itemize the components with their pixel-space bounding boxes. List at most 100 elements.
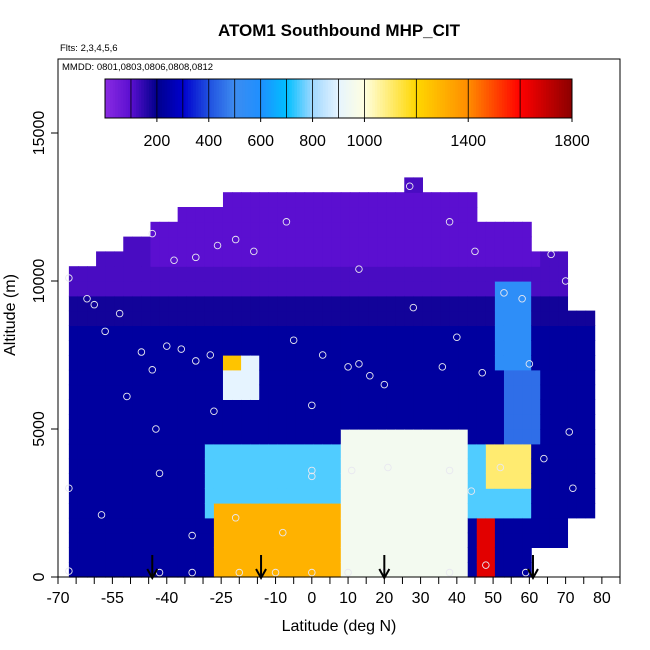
heatmap-cell (404, 443, 414, 460)
heatmap-cell (232, 207, 242, 223)
heatmap-cell (295, 310, 306, 326)
heatmap-cell (413, 221, 423, 238)
heatmap-cell (123, 414, 133, 430)
heatmap-cell (558, 399, 569, 415)
heatmap-cell (204, 547, 215, 563)
heatmap-cell (422, 236, 433, 252)
heatmap-cell (150, 340, 161, 356)
heatmap-cell (123, 562, 133, 578)
heatmap-cell (413, 473, 423, 489)
heatmap-cell (132, 429, 142, 445)
heatmap-cell (286, 236, 297, 252)
y-tick-label: 5000 (31, 411, 48, 447)
heatmap-cell (413, 266, 423, 282)
heatmap-cell (485, 281, 496, 297)
heatmap-cell (114, 517, 124, 534)
heatmap-cells (68, 177, 596, 578)
colorbar-swatch (136, 79, 140, 118)
heatmap-cell (458, 340, 469, 356)
observation-point (445, 218, 454, 226)
heatmap-cell (349, 221, 360, 238)
heatmap-cell (413, 355, 423, 371)
heatmap-cell (186, 310, 197, 326)
heatmap-cell (377, 236, 387, 252)
heatmap-cell (386, 207, 396, 223)
heatmap-cell (250, 207, 260, 223)
heatmap-cell (476, 503, 487, 519)
heatmap-cell (458, 221, 469, 238)
heatmap-cell (340, 325, 351, 341)
heatmap-cell (150, 414, 161, 430)
heatmap-cell (368, 414, 378, 430)
chart-title: ATOM1 Southbound MHP_CIT (218, 21, 461, 40)
observation-point (347, 466, 356, 475)
heatmap-cell (358, 414, 369, 430)
heatmap-cell (87, 488, 97, 504)
heatmap-cell (295, 399, 306, 415)
heatmap-cell (395, 192, 405, 208)
heatmap-cell (368, 532, 378, 548)
heatmap-cell (213, 532, 224, 548)
heatmap-cell (449, 207, 460, 223)
heatmap-cell (368, 355, 378, 371)
heatmap-cell (232, 547, 242, 563)
heatmap-cell (123, 503, 133, 519)
heatmap-cell (558, 488, 569, 504)
heatmap-cell (259, 340, 269, 356)
heatmap-cell (277, 384, 288, 400)
heatmap-cell (96, 458, 106, 474)
heatmap-cell (159, 281, 170, 297)
heatmap-cell (531, 310, 541, 326)
heatmap-cell (159, 473, 170, 489)
heatmap-cell (241, 369, 251, 386)
heatmap-cell (585, 414, 596, 430)
heatmap-cell (368, 207, 378, 223)
heatmap-cell (503, 414, 514, 430)
colorbar-swatch (556, 79, 560, 118)
heatmap-cell (213, 355, 224, 371)
observation-point (318, 351, 327, 359)
heatmap-cell (322, 340, 333, 356)
heatmap-cell (150, 325, 161, 341)
heatmap-cell (268, 340, 278, 356)
heatmap-cell (531, 295, 541, 312)
heatmap-cell (558, 295, 569, 312)
heatmap-cell (513, 355, 523, 371)
colorbar-swatch (354, 79, 358, 118)
heatmap-cell (213, 207, 224, 223)
heatmap-cell (268, 236, 278, 252)
heatmap-cell (250, 325, 260, 341)
heatmap-cell (268, 547, 278, 563)
heatmap-cell (87, 473, 97, 489)
colorbar-swatch (302, 79, 306, 118)
heatmap-cell (96, 399, 106, 415)
heatmap-cell (377, 503, 387, 519)
heatmap-cell (440, 281, 451, 297)
heatmap-cell (295, 473, 306, 489)
heatmap-cell (368, 281, 378, 297)
heatmap-cell (277, 192, 288, 208)
heatmap-cell (277, 355, 288, 371)
heatmap-cell (250, 251, 260, 267)
heatmap-cell (522, 369, 532, 386)
colorbar-swatch (226, 79, 231, 118)
observation-point (405, 182, 414, 191)
colorbar-swatch (429, 79, 433, 118)
colorbar: 200 400 600 800 1000 1400 1800 (104, 78, 590, 150)
observation-point (482, 561, 490, 569)
heatmap-cell (458, 458, 469, 474)
colorbar-swatch (286, 79, 290, 118)
heatmap-cell (295, 369, 306, 386)
heatmap-cell (503, 429, 514, 445)
heatmap-cell (449, 369, 460, 386)
heatmap-cell (186, 488, 197, 504)
heatmap-cell (522, 236, 532, 252)
heatmap-cell (268, 384, 278, 400)
colorbar-swatch (561, 79, 565, 118)
heatmap-cell (395, 355, 405, 371)
heatmap-cell (549, 399, 559, 415)
heatmap-cell (68, 340, 79, 356)
heatmap-cell (87, 458, 97, 474)
heatmap-cell (77, 562, 88, 578)
observation-point (344, 568, 352, 577)
